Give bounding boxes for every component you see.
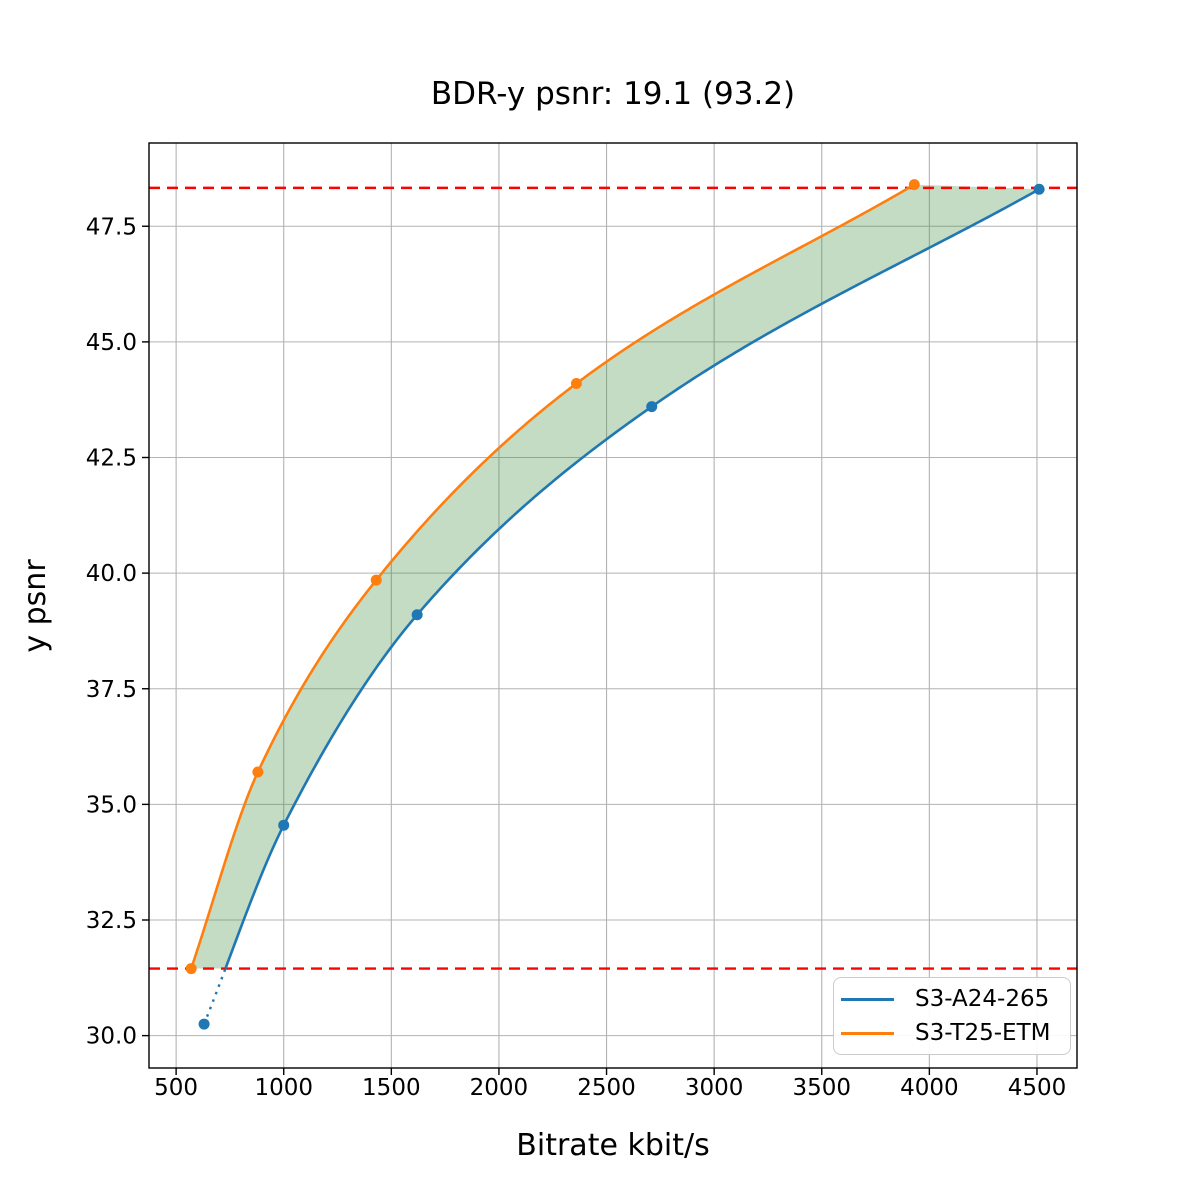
data-point-s3-a24-265: [278, 819, 290, 831]
legend-label: S3-T25-ETM: [915, 1020, 1051, 1046]
y-tick-label: 35.0: [86, 792, 137, 818]
series-line-s3-t25-etm: [189, 183, 915, 969]
series-line-s3-a24-265: [224, 188, 1040, 970]
x-tick-label: 3500: [792, 1075, 851, 1101]
y-tick-label: 37.5: [86, 677, 137, 703]
y-tick-label: 47.5: [86, 214, 137, 240]
axes-frame: [148, 142, 1078, 1069]
legend: S3-A24-265 S3-T25-ETM: [833, 977, 1071, 1055]
data-point-s3-t25-etm: [570, 378, 582, 389]
chart-title: BDR-y psnr: 19.1 (93.2): [430, 76, 796, 112]
data-point-s3-t25-etm: [370, 574, 382, 586]
x-tick-label: 4000: [900, 1075, 959, 1101]
series-dotted-segment-s3-a24-265: [202, 968, 227, 1025]
legend-label: S3-A24-265: [915, 986, 1050, 1012]
y-tick-label: 32.5: [86, 908, 137, 934]
x-axis-label: Bitrate kbit/s: [516, 1128, 710, 1163]
x-tick-label: 4500: [1008, 1075, 1067, 1101]
data-point-s3-t25-etm: [252, 766, 264, 778]
data-point-s3-t25-etm: [908, 179, 920, 191]
y-tick-label: 45.0: [86, 330, 137, 356]
legend-line-sample-blue: [841, 997, 894, 1001]
legend-item: S3-T25-ETM: [834, 1020, 1070, 1046]
data-point-s3-a24-265: [411, 609, 423, 621]
x-tick-label: 1500: [362, 1075, 421, 1101]
x-tick-label: 2500: [577, 1075, 636, 1101]
x-tick-label: 3000: [685, 1075, 744, 1101]
x-tick-label: 2000: [470, 1075, 529, 1101]
bd-shaded-region: [191, 184, 1040, 969]
data-point-s3-a24-265: [198, 1018, 210, 1030]
x-tick-label: 500: [154, 1075, 198, 1101]
y-tick-label: 42.5: [86, 446, 137, 472]
data-point-s3-a24-265: [646, 401, 658, 413]
data-point-s3-a24-265: [1033, 183, 1045, 195]
x-tick-label: 1000: [254, 1075, 313, 1101]
legend-item: S3-A24-265: [834, 986, 1070, 1012]
data-point-s3-t25-etm: [185, 963, 197, 975]
legend-line-sample-orange: [841, 1031, 894, 1035]
y-tick-label: 40.0: [86, 561, 137, 587]
y-tick-label: 30.0: [86, 1024, 137, 1050]
